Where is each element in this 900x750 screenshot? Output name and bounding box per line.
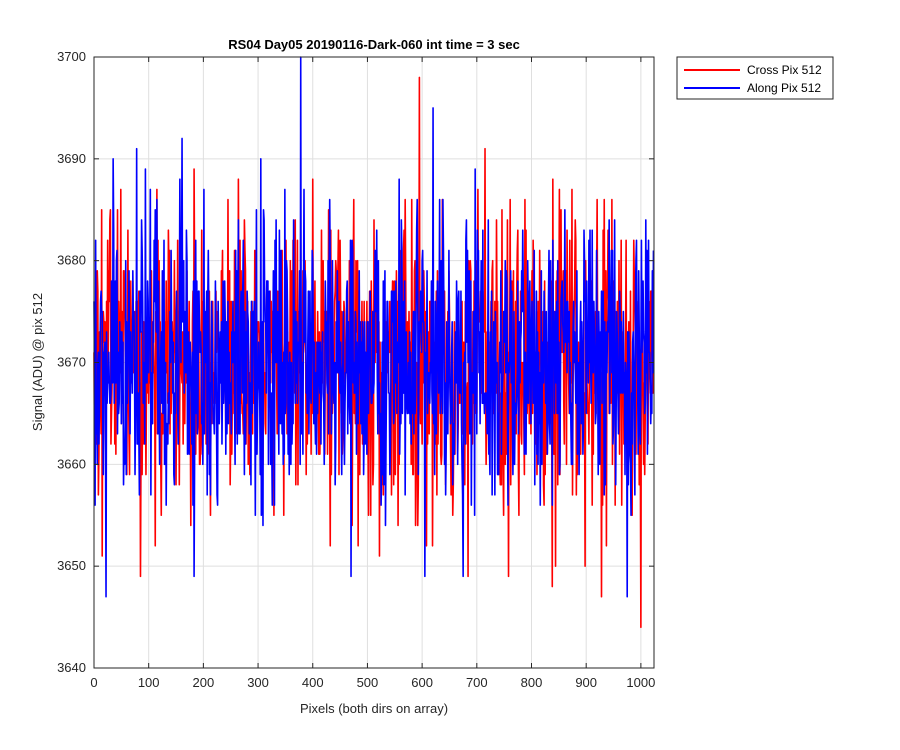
y-tick-label: 3670 [57, 355, 86, 370]
x-tick-label: 700 [466, 675, 488, 690]
x-tick-label: 600 [411, 675, 433, 690]
x-axis-label: Pixels (both dirs on array) [300, 701, 448, 716]
x-tick-label: 400 [302, 675, 324, 690]
series-line-along-pix-512 [93, 56, 655, 598]
series-layer [93, 56, 655, 629]
y-tick-label: 3660 [57, 456, 86, 471]
y-tick-label: 3700 [57, 49, 86, 64]
y-tick-label: 3650 [57, 558, 86, 573]
x-tick-label: 800 [521, 675, 543, 690]
ticks: 0 100 200 300 400 500 600 700 800 900 1000 3640 3650… [57, 49, 655, 690]
x-tick-label: 900 [575, 675, 597, 690]
x-tick-label: 300 [247, 675, 269, 690]
y-tick-label: 3690 [57, 151, 86, 166]
y-axis-label: Signal (ADU) @ pix 512 [30, 293, 45, 431]
x-tick-label: 1000 [626, 675, 655, 690]
y-tick-label: 3680 [57, 253, 86, 268]
legend-label-along: Along Pix 512 [747, 81, 821, 95]
legend: Cross Pix 512 Along Pix 512 [676, 56, 834, 100]
x-tick-label: 0 [90, 675, 97, 690]
y-tick-label: 3640 [57, 660, 86, 675]
x-tick-label: 200 [193, 675, 215, 690]
legend-label-cross: Cross Pix 512 [747, 63, 822, 77]
x-tick-label: 500 [357, 675, 379, 690]
legend-box [676, 56, 834, 100]
chart-title: RS04 Day05 20190116-Dark-060 int time = … [228, 37, 520, 52]
x-tick-label: 100 [138, 675, 160, 690]
